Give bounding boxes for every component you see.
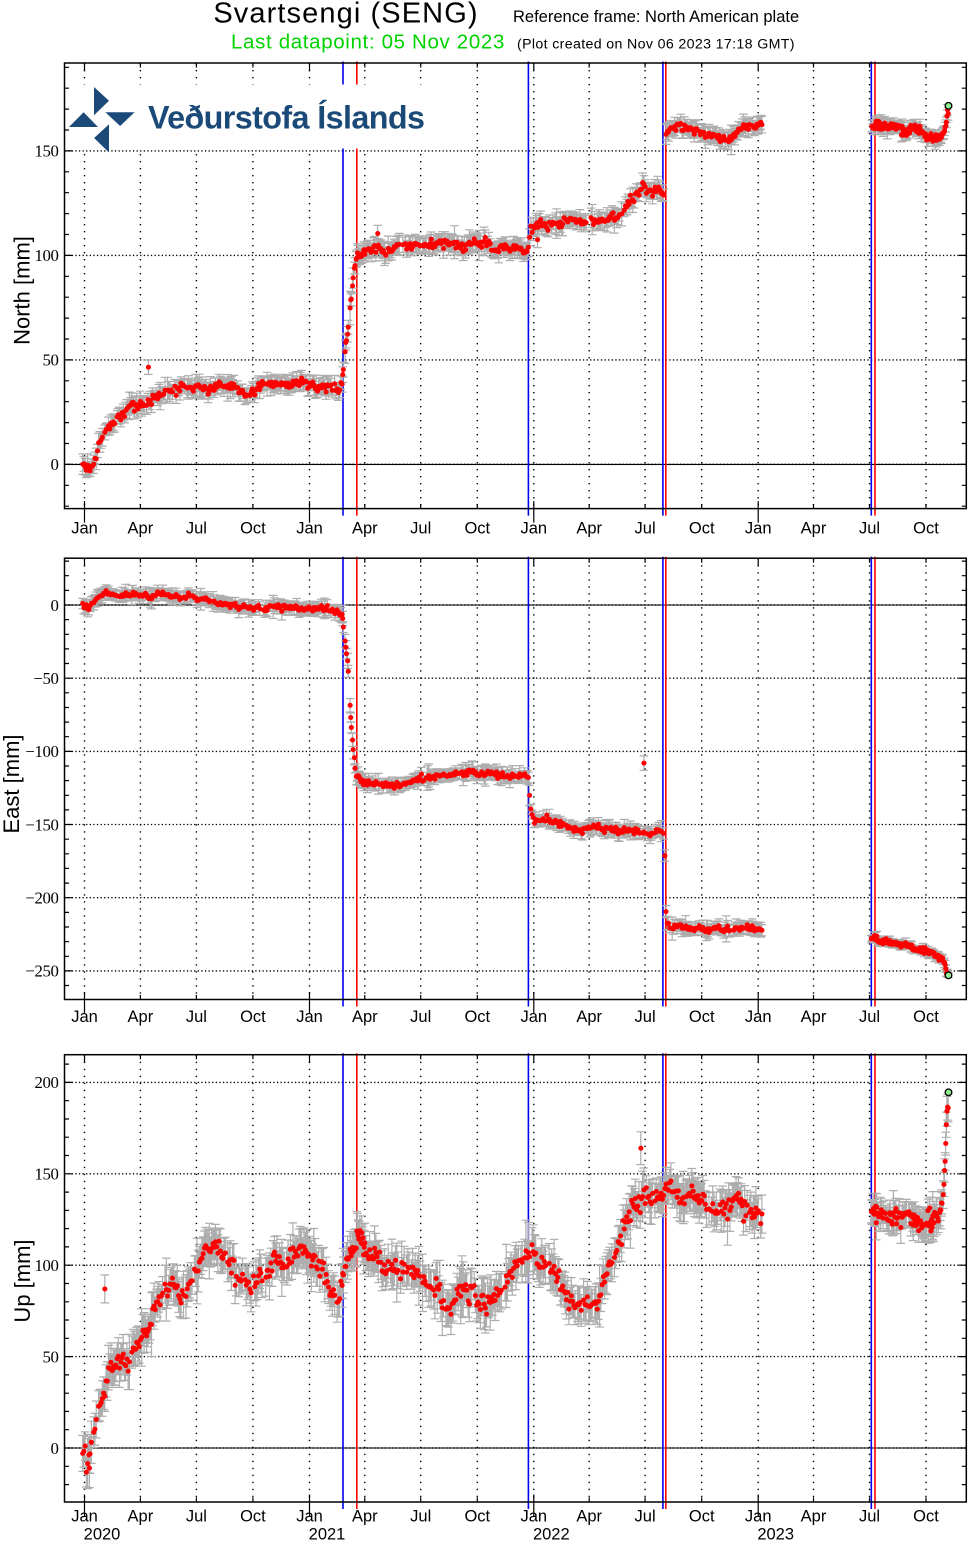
svg-text:Apr: Apr	[576, 1008, 602, 1026]
svg-text:Apr: Apr	[801, 1508, 827, 1526]
svg-text:Jan: Jan	[520, 1008, 547, 1026]
svg-text:Oct: Oct	[913, 1008, 939, 1026]
svg-text:Jul: Jul	[859, 520, 880, 538]
svg-text:Jan: Jan	[520, 520, 547, 538]
svg-text:Veðurstofa Íslands: Veðurstofa Íslands	[148, 99, 424, 136]
svg-text:−200: −200	[25, 889, 58, 908]
svg-text:−50: −50	[33, 669, 58, 688]
svg-text:0: 0	[51, 596, 59, 615]
svg-text:Jan: Jan	[71, 1008, 98, 1026]
svg-text:Jul: Jul	[859, 1508, 880, 1526]
svg-text:Oct: Oct	[689, 520, 715, 538]
svg-text:Jan: Jan	[296, 1508, 323, 1526]
svg-text:Oct: Oct	[689, 1008, 715, 1026]
svg-text:Jul: Jul	[635, 520, 656, 538]
svg-text:Apr: Apr	[128, 520, 154, 538]
svg-text:Last datapoint: 05 Nov 2023: Last datapoint: 05 Nov 2023	[231, 31, 505, 54]
svg-text:Apr: Apr	[801, 1008, 827, 1026]
svg-text:150: 150	[35, 1165, 59, 1184]
svg-text:Jul: Jul	[635, 1508, 656, 1526]
svg-text:Up [mm]: Up [mm]	[10, 1239, 35, 1322]
svg-text:Jan: Jan	[71, 1508, 98, 1526]
svg-text:Jul: Jul	[186, 1008, 207, 1026]
svg-text:Jan: Jan	[71, 520, 98, 538]
svg-text:100: 100	[35, 246, 59, 265]
svg-text:Jul: Jul	[410, 520, 431, 538]
svg-text:Jul: Jul	[410, 1508, 431, 1526]
svg-text:Oct: Oct	[240, 1008, 266, 1026]
svg-text:Oct: Oct	[240, 520, 266, 538]
svg-text:150: 150	[35, 142, 59, 161]
svg-text:Jan: Jan	[296, 1008, 323, 1026]
svg-text:Oct: Oct	[240, 1508, 266, 1526]
svg-text:Jan: Jan	[745, 520, 772, 538]
svg-text:50: 50	[43, 351, 59, 370]
svg-text:200: 200	[35, 1073, 59, 1092]
svg-text:Oct: Oct	[913, 1508, 939, 1526]
svg-text:East [mm]: East [mm]	[0, 734, 24, 833]
svg-text:Jan: Jan	[296, 520, 323, 538]
svg-text:Jul: Jul	[186, 520, 207, 538]
svg-text:Apr: Apr	[352, 1508, 378, 1526]
svg-text:Apr: Apr	[128, 1508, 154, 1526]
svg-text:Oct: Oct	[913, 520, 939, 538]
svg-text:Svartsengi (SENG): Svartsengi (SENG)	[213, 0, 478, 30]
svg-text:North [mm]: North [mm]	[10, 236, 35, 345]
svg-text:Apr: Apr	[801, 520, 827, 538]
svg-text:Apr: Apr	[352, 1008, 378, 1026]
svg-text:Oct: Oct	[464, 520, 490, 538]
svg-text:Jan: Jan	[745, 1508, 772, 1526]
svg-text:(Plot created on Nov 06 2023 1: (Plot created on Nov 06 2023 17:18 GMT)	[517, 37, 795, 53]
svg-text:50: 50	[43, 1347, 59, 1366]
svg-text:0: 0	[51, 455, 59, 474]
svg-text:−150: −150	[25, 815, 58, 834]
svg-text:2020: 2020	[84, 1526, 121, 1544]
svg-text:Jul: Jul	[186, 1508, 207, 1526]
svg-text:−250: −250	[25, 962, 58, 981]
svg-text:Oct: Oct	[689, 1508, 715, 1526]
svg-text:100: 100	[35, 1256, 59, 1275]
svg-text:Oct: Oct	[464, 1008, 490, 1026]
svg-text:Jul: Jul	[635, 1008, 656, 1026]
svg-text:2021: 2021	[309, 1526, 346, 1544]
svg-text:Jul: Jul	[410, 1008, 431, 1026]
svg-text:Apr: Apr	[576, 520, 602, 538]
svg-text:Reference frame: North America: Reference frame: North American plate	[513, 8, 799, 26]
svg-text:Jan: Jan	[520, 1508, 547, 1526]
svg-text:Apr: Apr	[352, 520, 378, 538]
svg-text:Apr: Apr	[576, 1508, 602, 1526]
svg-text:Apr: Apr	[128, 1008, 154, 1026]
svg-text:Jul: Jul	[859, 1008, 880, 1026]
svg-text:−100: −100	[25, 742, 58, 761]
svg-text:0: 0	[51, 1439, 59, 1458]
svg-text:2022: 2022	[533, 1526, 570, 1544]
svg-text:Oct: Oct	[464, 1508, 490, 1526]
svg-text:2023: 2023	[757, 1526, 794, 1544]
svg-text:Jan: Jan	[745, 1008, 772, 1026]
